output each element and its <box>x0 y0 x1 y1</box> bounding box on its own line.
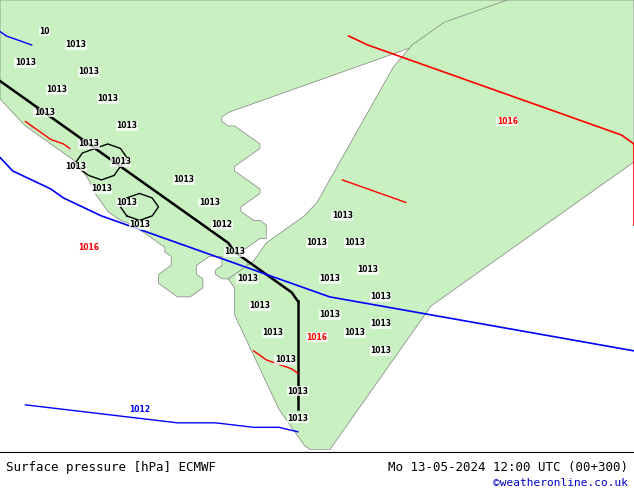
Text: 1016: 1016 <box>306 333 328 342</box>
Text: 1013: 1013 <box>370 346 391 355</box>
Text: 1013: 1013 <box>110 157 131 167</box>
Text: 1013: 1013 <box>65 41 87 49</box>
Text: 1013: 1013 <box>224 247 245 256</box>
Text: 1013: 1013 <box>46 85 68 95</box>
Text: 1012: 1012 <box>129 405 150 414</box>
Text: ©weatheronline.co.uk: ©weatheronline.co.uk <box>493 478 628 488</box>
Text: Surface pressure [hPa] ECMWF: Surface pressure [hPa] ECMWF <box>6 462 216 474</box>
Text: 1013: 1013 <box>262 328 283 338</box>
Text: 1013: 1013 <box>15 58 36 68</box>
Text: 1013: 1013 <box>129 220 150 229</box>
Text: 1013: 1013 <box>370 319 391 328</box>
Text: 1013: 1013 <box>78 68 100 76</box>
Text: 1012: 1012 <box>211 220 233 229</box>
Text: 1013: 1013 <box>332 211 353 220</box>
Text: 1013: 1013 <box>116 122 138 130</box>
Text: 1013: 1013 <box>306 239 328 247</box>
Text: 1013: 1013 <box>97 95 119 103</box>
Text: 1013: 1013 <box>344 239 366 247</box>
Text: 1013: 1013 <box>116 198 138 207</box>
Text: 1013: 1013 <box>198 198 220 207</box>
Text: Mo 13-05-2024 12:00 UTC (00+300): Mo 13-05-2024 12:00 UTC (00+300) <box>387 462 628 474</box>
Text: 1013: 1013 <box>173 175 195 184</box>
Text: 1013: 1013 <box>78 140 100 148</box>
Text: 1013: 1013 <box>319 274 340 283</box>
Text: 1013: 1013 <box>34 108 55 117</box>
Text: 1013: 1013 <box>65 162 87 171</box>
Text: 1013: 1013 <box>344 328 366 338</box>
Text: 1016: 1016 <box>78 243 100 252</box>
Text: 1013: 1013 <box>319 310 340 319</box>
Text: 1013: 1013 <box>287 387 309 396</box>
Text: 1013: 1013 <box>370 293 391 301</box>
Text: 1013: 1013 <box>91 184 112 194</box>
Text: 1013: 1013 <box>249 301 271 310</box>
Text: 1013: 1013 <box>287 414 309 423</box>
Text: 1013: 1013 <box>275 355 296 365</box>
Text: 1013: 1013 <box>357 266 378 274</box>
Text: 10: 10 <box>39 27 49 36</box>
Text: 1016: 1016 <box>496 117 518 126</box>
Text: 1013: 1013 <box>236 274 258 283</box>
